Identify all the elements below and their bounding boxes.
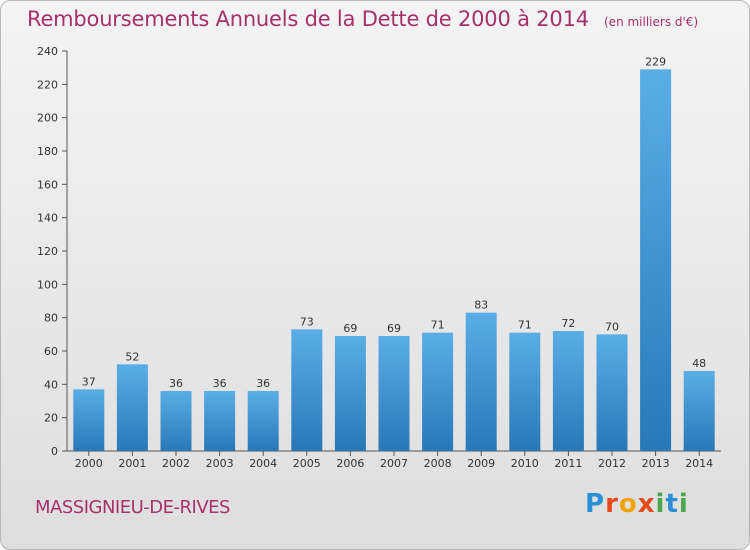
x-tick-label: 2014	[685, 457, 713, 470]
y-tick-label: 20	[44, 412, 58, 425]
bar-2000[interactable]	[73, 389, 105, 451]
bar-value-label: 71	[431, 319, 445, 332]
x-tick-label: 2013	[642, 457, 670, 470]
logo-letter: x	[637, 489, 656, 519]
y-tick-label: 60	[44, 345, 58, 358]
bar-2009[interactable]	[465, 312, 497, 451]
bar-2012[interactable]	[596, 334, 628, 451]
proxiti-logo[interactable]: Proxiti	[585, 489, 689, 519]
bar-value-label: 71	[518, 319, 532, 332]
y-tick-label: 0	[51, 445, 58, 458]
y-tick-label: 220	[37, 78, 58, 91]
y-tick-label: 160	[37, 178, 58, 191]
bar-value-label: 83	[474, 299, 488, 312]
bar-2003[interactable]	[204, 391, 236, 451]
bar-value-label: 72	[561, 317, 575, 330]
x-tick-label: 2012	[598, 457, 626, 470]
logo-letter: t	[665, 489, 679, 519]
title-row: Remboursements Annuels de la Dette de 20…	[27, 7, 698, 31]
logo-letter: o	[618, 489, 638, 519]
bar-2004[interactable]	[247, 391, 279, 451]
bar-2001[interactable]	[116, 364, 148, 451]
location-label: MASSIGNIEU-DE-RIVES	[35, 497, 230, 518]
chart-subtitle: (en milliers d'€)	[604, 15, 699, 29]
logo-letter: i	[655, 489, 666, 519]
x-tick-label: 2004	[249, 457, 277, 470]
x-tick-label: 2007	[380, 457, 408, 470]
y-tick-label: 100	[37, 278, 58, 291]
bar-value-label: 69	[343, 322, 357, 335]
logo-letter: P	[585, 489, 606, 519]
bar-2014[interactable]	[683, 371, 715, 451]
y-tick-label: 180	[37, 145, 58, 158]
x-tick-label: 2008	[424, 457, 452, 470]
bar-value-label: 36	[256, 377, 270, 390]
x-tick-label: 2003	[206, 457, 234, 470]
logo-letter: r	[605, 489, 619, 519]
bar-value-label: 229	[645, 55, 666, 68]
bar-value-label: 48	[692, 357, 706, 370]
y-tick-label: 200	[37, 112, 58, 125]
bar-2005[interactable]	[291, 329, 323, 451]
bar-value-label: 36	[213, 377, 227, 390]
x-tick-label: 2001	[118, 457, 146, 470]
bar-2013[interactable]	[640, 69, 672, 451]
bar-2007[interactable]	[378, 336, 410, 451]
x-tick-label: 2011	[554, 457, 582, 470]
y-tick-label: 140	[37, 212, 58, 225]
logo-letter: i	[678, 489, 689, 519]
y-tick-label: 120	[37, 245, 58, 258]
y-tick-label: 80	[44, 312, 58, 325]
x-tick-label: 2005	[293, 457, 321, 470]
y-tick-label: 40	[44, 378, 58, 391]
x-tick-label: 2010	[511, 457, 539, 470]
bar-2002[interactable]	[160, 391, 192, 451]
bar-2008[interactable]	[422, 332, 454, 451]
bar-value-label: 69	[387, 322, 401, 335]
bar-value-label: 52	[125, 350, 139, 363]
bar-value-label: 70	[605, 320, 619, 333]
bar-value-label: 37	[82, 375, 96, 388]
bar-value-label: 36	[169, 377, 183, 390]
x-tick-label: 2009	[467, 457, 495, 470]
chart-title: Remboursements Annuels de la Dette de 20…	[27, 7, 589, 31]
x-tick-label: 2006	[336, 457, 364, 470]
bar-2010[interactable]	[509, 332, 541, 451]
x-tick-label: 2000	[75, 457, 103, 470]
y-tick-label: 240	[37, 45, 58, 58]
x-tick-label: 2002	[162, 457, 190, 470]
bar-2006[interactable]	[334, 336, 366, 451]
bar-value-label: 73	[300, 315, 314, 328]
bar-2011[interactable]	[552, 331, 584, 451]
